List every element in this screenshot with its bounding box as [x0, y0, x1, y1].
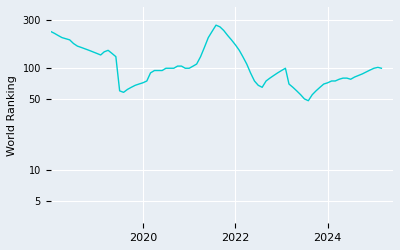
- Y-axis label: World Ranking: World Ranking: [7, 75, 17, 156]
